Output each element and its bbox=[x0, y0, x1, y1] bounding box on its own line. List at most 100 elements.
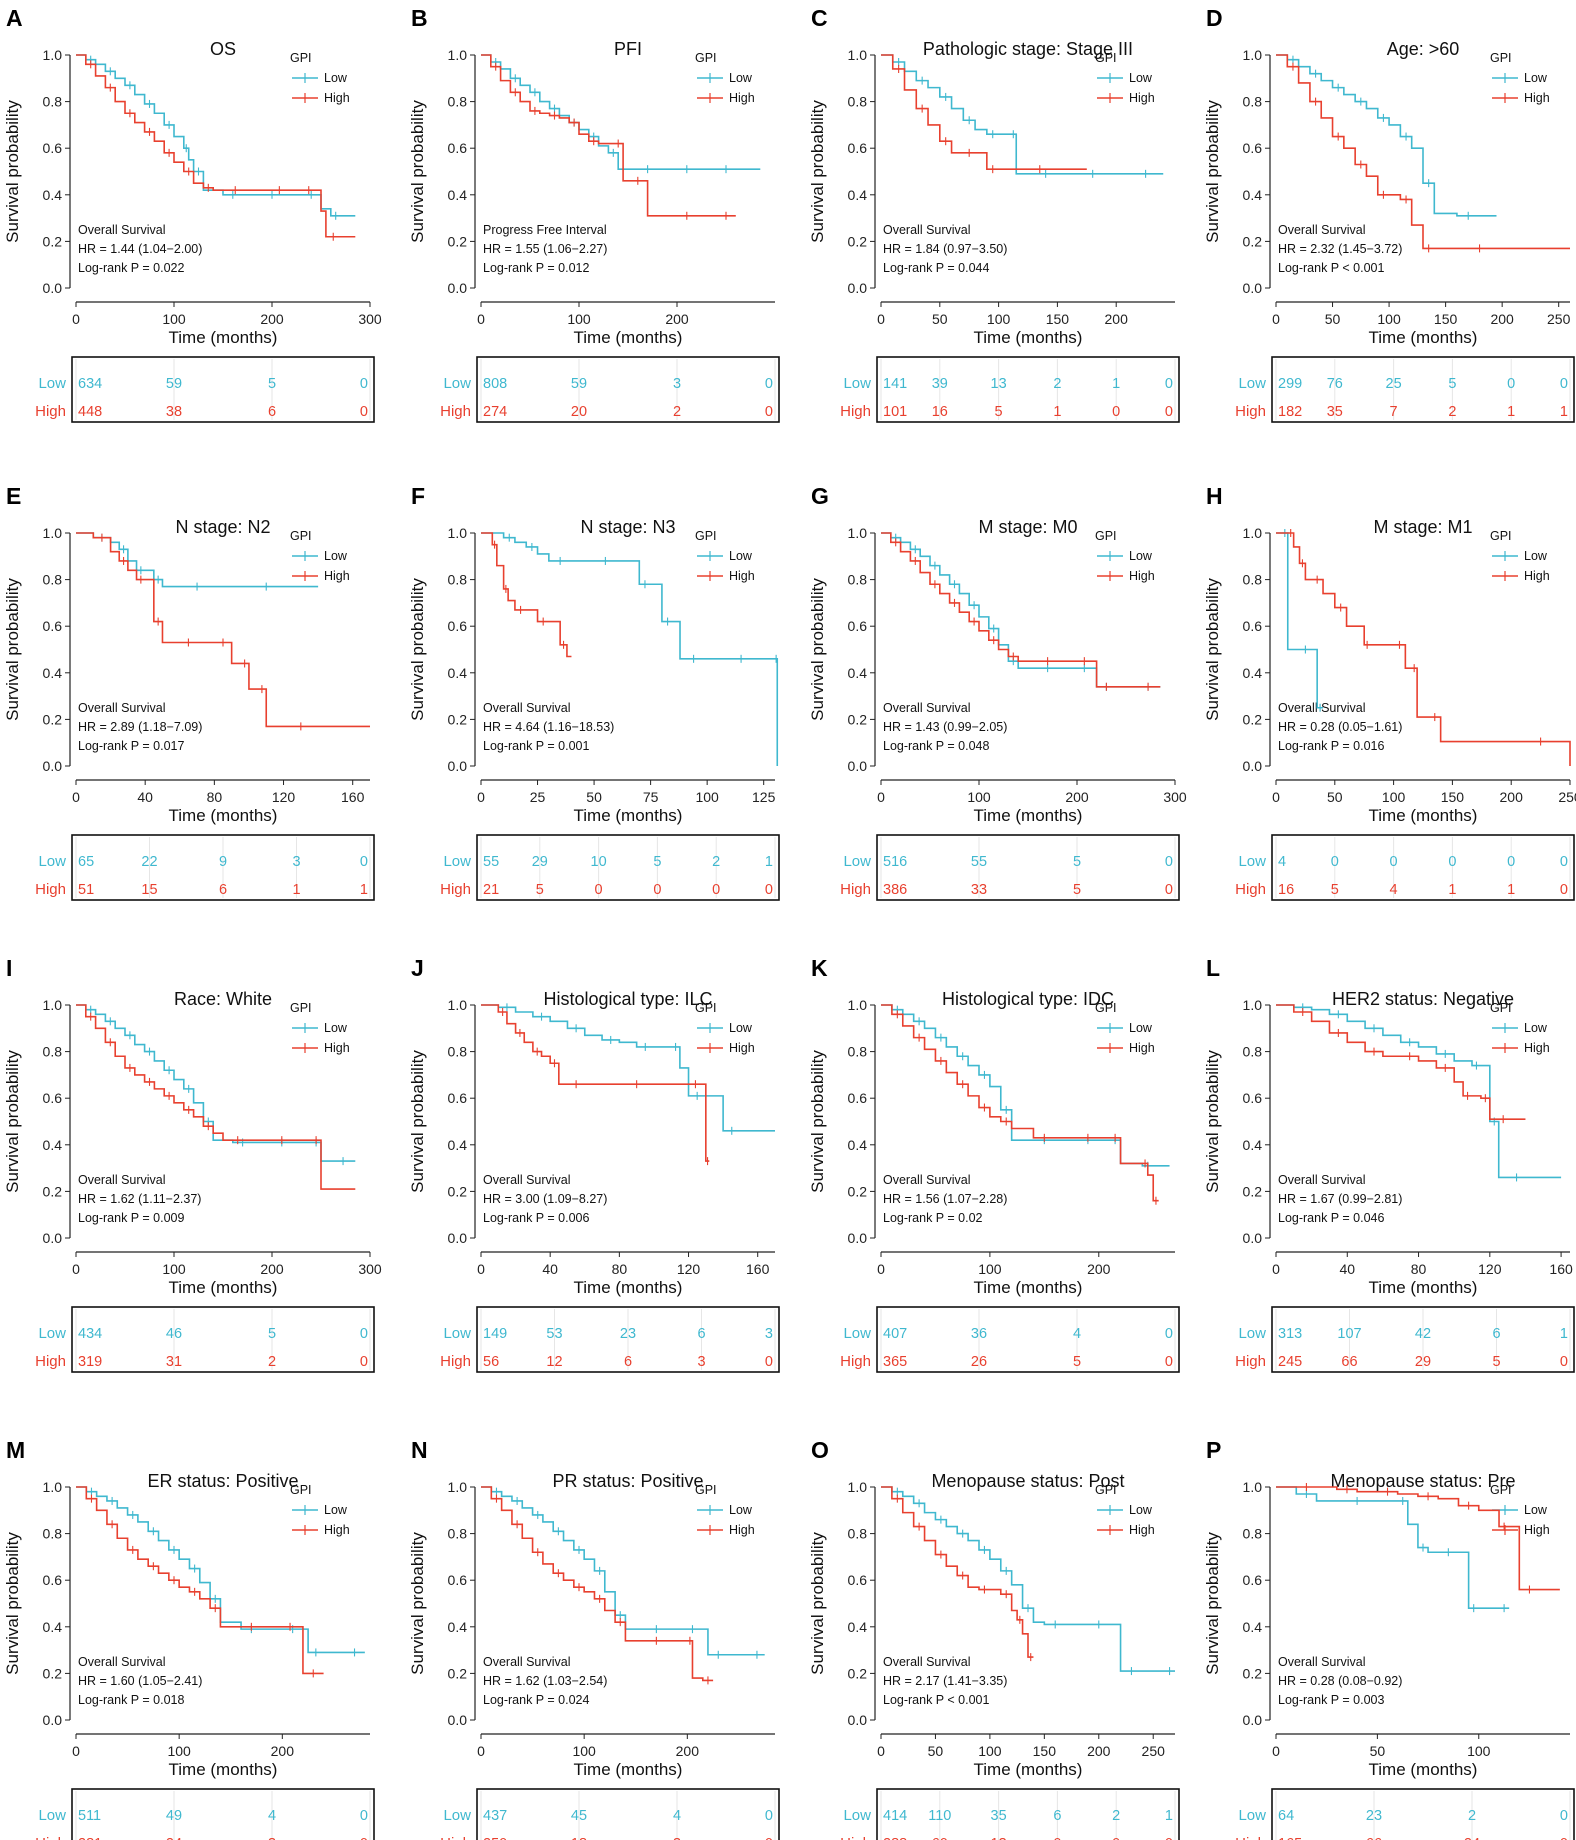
y-tick-label: 0.4 bbox=[1243, 665, 1263, 681]
y-tick-label: 0.6 bbox=[43, 618, 63, 634]
stat-hr: HR = 1.67 (0.99−2.81) bbox=[1278, 1192, 1402, 1206]
x-tick-label: 50 bbox=[586, 789, 602, 805]
x-axis-label: Time (months) bbox=[169, 806, 278, 825]
legend-title: GPI bbox=[1095, 529, 1117, 543]
legend-label-low: Low bbox=[1524, 549, 1548, 563]
x-tick-label: 300 bbox=[358, 311, 382, 327]
curve-low bbox=[1276, 54, 1497, 217]
risk-count-low: 1 bbox=[1165, 1808, 1173, 1824]
risk-count-low: 437 bbox=[483, 1808, 507, 1824]
risk-count-high: 3 bbox=[268, 1836, 276, 1840]
risk-count-low: 5 bbox=[268, 376, 276, 392]
legend-label-high: High bbox=[1129, 1041, 1155, 1055]
y-tick-label: 0.2 bbox=[448, 1183, 468, 1199]
risk-count-high: 66 bbox=[1341, 1354, 1357, 1370]
legend-label-high: High bbox=[1524, 91, 1550, 105]
y-tick-label: 0.2 bbox=[1243, 1665, 1263, 1681]
risk-count-low: 53 bbox=[546, 1326, 562, 1342]
y-tick-label: 0.4 bbox=[848, 665, 868, 681]
stat-method: Overall Survival bbox=[883, 701, 971, 715]
x-tick-label: 100 bbox=[162, 1261, 186, 1277]
x-tick-label: 150 bbox=[1434, 311, 1458, 327]
y-tick-label: 0.0 bbox=[448, 1230, 468, 1246]
y-tick-label: 0.4 bbox=[848, 1137, 868, 1153]
risk-count-low: 808 bbox=[483, 376, 507, 392]
stat-hr: HR = 1.62 (1.11−2.37) bbox=[78, 1192, 201, 1206]
legend-label-high: High bbox=[1524, 1523, 1550, 1537]
risk-count-high: 5 bbox=[1073, 1354, 1081, 1370]
risk-count-high: 33 bbox=[971, 882, 987, 898]
risk-row-label-low: Low bbox=[38, 1325, 66, 1342]
y-tick-label: 0.0 bbox=[848, 1712, 868, 1728]
y-tick-label: 0.2 bbox=[1243, 233, 1263, 249]
x-tick-label: 50 bbox=[1327, 789, 1343, 805]
chart-title: Histological type: IDC bbox=[942, 989, 1114, 1009]
legend-title: GPI bbox=[290, 51, 312, 65]
risk-count-high: 0 bbox=[1560, 1354, 1568, 1370]
y-axis-label: Survival probability bbox=[408, 1050, 427, 1193]
y-tick-label: 0.0 bbox=[1243, 280, 1263, 296]
risk-count-high: 101 bbox=[883, 404, 907, 420]
curve-high bbox=[76, 54, 356, 238]
chart-title: ER status: Positive bbox=[147, 1471, 298, 1491]
risk-count-low: 76 bbox=[1327, 376, 1343, 392]
risk-count-low: 59 bbox=[166, 376, 182, 392]
risk-row-label-high: High bbox=[1235, 881, 1266, 898]
x-tick-label: 75 bbox=[643, 789, 659, 805]
legend-label-high: High bbox=[729, 1523, 755, 1537]
panel-letter: D bbox=[1206, 5, 1223, 31]
y-tick-label: 0.4 bbox=[1243, 187, 1263, 203]
risk-count-low: 0 bbox=[360, 1808, 368, 1824]
x-tick-label: 160 bbox=[341, 789, 365, 805]
risk-row-label-high: High bbox=[35, 1835, 66, 1840]
risk-count-low: 13 bbox=[991, 376, 1007, 392]
chart-title: N stage: N3 bbox=[580, 517, 675, 537]
risk-count-high: 5 bbox=[1331, 882, 1339, 898]
risk-count-low: 0 bbox=[360, 376, 368, 392]
y-tick-label: 1.0 bbox=[848, 525, 868, 541]
risk-count-high: 386 bbox=[883, 882, 907, 898]
legend-label-high: High bbox=[1524, 569, 1550, 583]
y-tick-label: 0.8 bbox=[448, 1044, 468, 1060]
stat-pvalue: Log-rank P = 0.02 bbox=[883, 1211, 983, 1225]
y-tick-label: 0.4 bbox=[448, 665, 468, 681]
stat-method: Overall Survival bbox=[1278, 223, 1366, 237]
risk-table bbox=[1271, 834, 1575, 901]
x-tick-label: 200 bbox=[271, 1743, 295, 1759]
stat-method: Overall Survival bbox=[883, 223, 971, 237]
curve-high bbox=[481, 54, 736, 217]
risk-count-low: 0 bbox=[1507, 376, 1515, 392]
risk-count-high: 20 bbox=[571, 404, 587, 420]
y-tick-label: 0.8 bbox=[448, 94, 468, 110]
risk-count-high: 4 bbox=[1390, 882, 1398, 898]
chart-title: OS bbox=[210, 39, 236, 59]
stat-pvalue: Log-rank P = 0.009 bbox=[78, 1211, 184, 1225]
stat-hr: HR = 1.60 (1.05−2.41) bbox=[78, 1674, 202, 1688]
risk-count-high: 2 bbox=[268, 1354, 276, 1370]
risk-count-high: 24 bbox=[1464, 1836, 1480, 1840]
x-tick-label: 80 bbox=[1411, 1261, 1427, 1277]
risk-row-label-low: Low bbox=[38, 853, 66, 870]
y-tick-label: 1.0 bbox=[848, 47, 868, 63]
risk-count-high: 6 bbox=[268, 404, 276, 420]
risk-count-low: 0 bbox=[1560, 854, 1568, 870]
panel-letter: A bbox=[6, 5, 23, 31]
x-tick-label: 80 bbox=[207, 789, 223, 805]
y-axis-label: Survival probability bbox=[808, 100, 827, 243]
risk-row-label-high: High bbox=[440, 403, 471, 420]
risk-count-low: 4 bbox=[268, 1808, 276, 1824]
x-tick-label: 200 bbox=[1105, 311, 1129, 327]
risk-count-high: 1 bbox=[1507, 404, 1515, 420]
x-tick-label: 0 bbox=[477, 789, 485, 805]
panel-letter: O bbox=[811, 1437, 829, 1463]
panel-h: HM stage: M10.00.20.40.60.81.00 50 100 150 2… bbox=[1203, 483, 1576, 901]
y-axis-label: Survival probability bbox=[808, 578, 827, 721]
y-tick-label: 0.2 bbox=[848, 711, 868, 727]
y-tick-label: 0.6 bbox=[848, 1572, 868, 1588]
x-tick-label: 100 bbox=[167, 1743, 191, 1759]
risk-row-label-high: High bbox=[440, 881, 471, 898]
legend-title: GPI bbox=[1490, 51, 1512, 65]
legend-label-low: Low bbox=[1129, 1021, 1153, 1035]
legend-label-low: Low bbox=[729, 71, 753, 85]
